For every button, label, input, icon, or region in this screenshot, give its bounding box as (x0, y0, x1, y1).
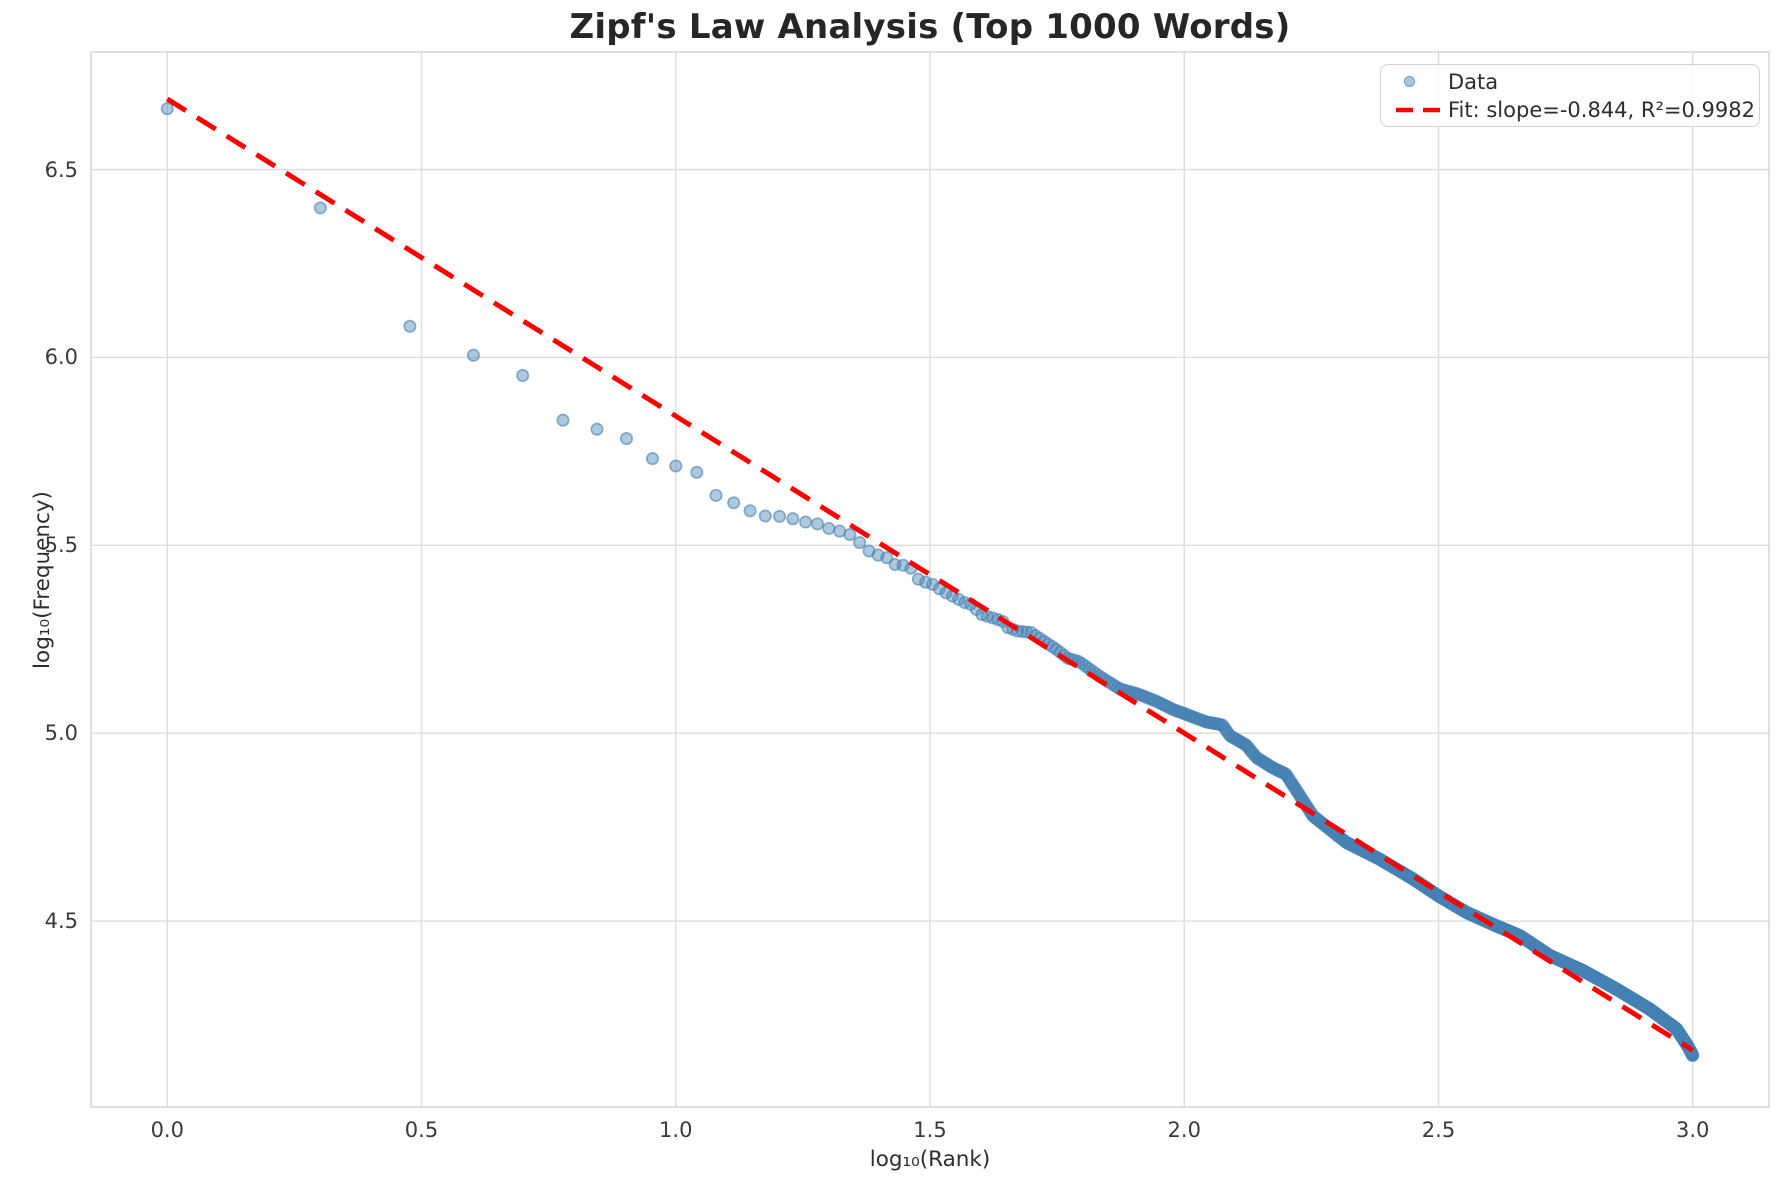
data-point (799, 515, 813, 529)
y-tick-label: 5.5 (44, 533, 78, 558)
x-tick-label: 1.0 (659, 1118, 693, 1142)
axes-frame (90, 51, 1770, 1108)
legend: Data Fit: slope=-0.844, R²=0.9982 (1380, 64, 1760, 127)
data-point (590, 422, 604, 436)
y-tick-label: 6.0 (44, 345, 78, 370)
y-axis-label: log₁₀(Frequency) (30, 491, 55, 669)
data-point (911, 572, 925, 586)
data-point (709, 488, 723, 502)
data-point (619, 432, 634, 446)
legend-label-data: Data (1448, 69, 1499, 94)
x-tick-label: 3.0 (1676, 1118, 1710, 1142)
x-axis-label: log₁₀(Rank) (869, 1147, 991, 1172)
chart-title: Zipf's Law Analysis (Top 1000 Words) (569, 7, 1291, 47)
data-point (669, 459, 683, 473)
data-point (853, 536, 867, 550)
x-tick-label: 2.5 (1421, 1118, 1456, 1142)
x-tick-label: 1.5 (913, 1118, 947, 1142)
data-point (743, 504, 757, 518)
data-point (313, 201, 327, 215)
data-point (810, 517, 825, 531)
data-point (466, 348, 480, 362)
legend-entry-fit: Fit: slope=-0.844, R²=0.9982 (1395, 96, 1759, 124)
x-tick-label: 0.0 (150, 1118, 184, 1142)
y-tick-label: 5.0 (44, 721, 78, 746)
fit-line (165, 96, 1695, 1053)
data-point (880, 551, 894, 565)
data-point (727, 496, 741, 510)
data-point (952, 592, 966, 606)
data-point (690, 465, 704, 479)
data-point (786, 512, 800, 526)
legend-dashed-line-icon (1395, 107, 1441, 113)
data-point (1686, 1048, 1700, 1063)
data-point (556, 413, 570, 427)
data-point (843, 528, 857, 542)
y-tick-label: 6.5 (44, 157, 78, 182)
data-point (772, 509, 787, 523)
legend-label-fit: Fit: slope=-0.844, R²=0.9982 (1448, 97, 1755, 122)
data-point (516, 368, 530, 383)
data-point (160, 102, 174, 116)
x-tick-label: 0.5 (404, 1118, 439, 1142)
data-point (822, 521, 836, 535)
x-tick-label: 2.0 (1167, 1118, 1201, 1142)
legend-entry-data: Data (1395, 68, 1759, 96)
data-point (758, 509, 772, 523)
data-point (926, 577, 940, 591)
legend-scatter-marker-icon (1395, 76, 1423, 87)
data-point (645, 452, 660, 466)
data-point (403, 319, 417, 333)
y-tick-label: 4.5 (44, 909, 78, 934)
